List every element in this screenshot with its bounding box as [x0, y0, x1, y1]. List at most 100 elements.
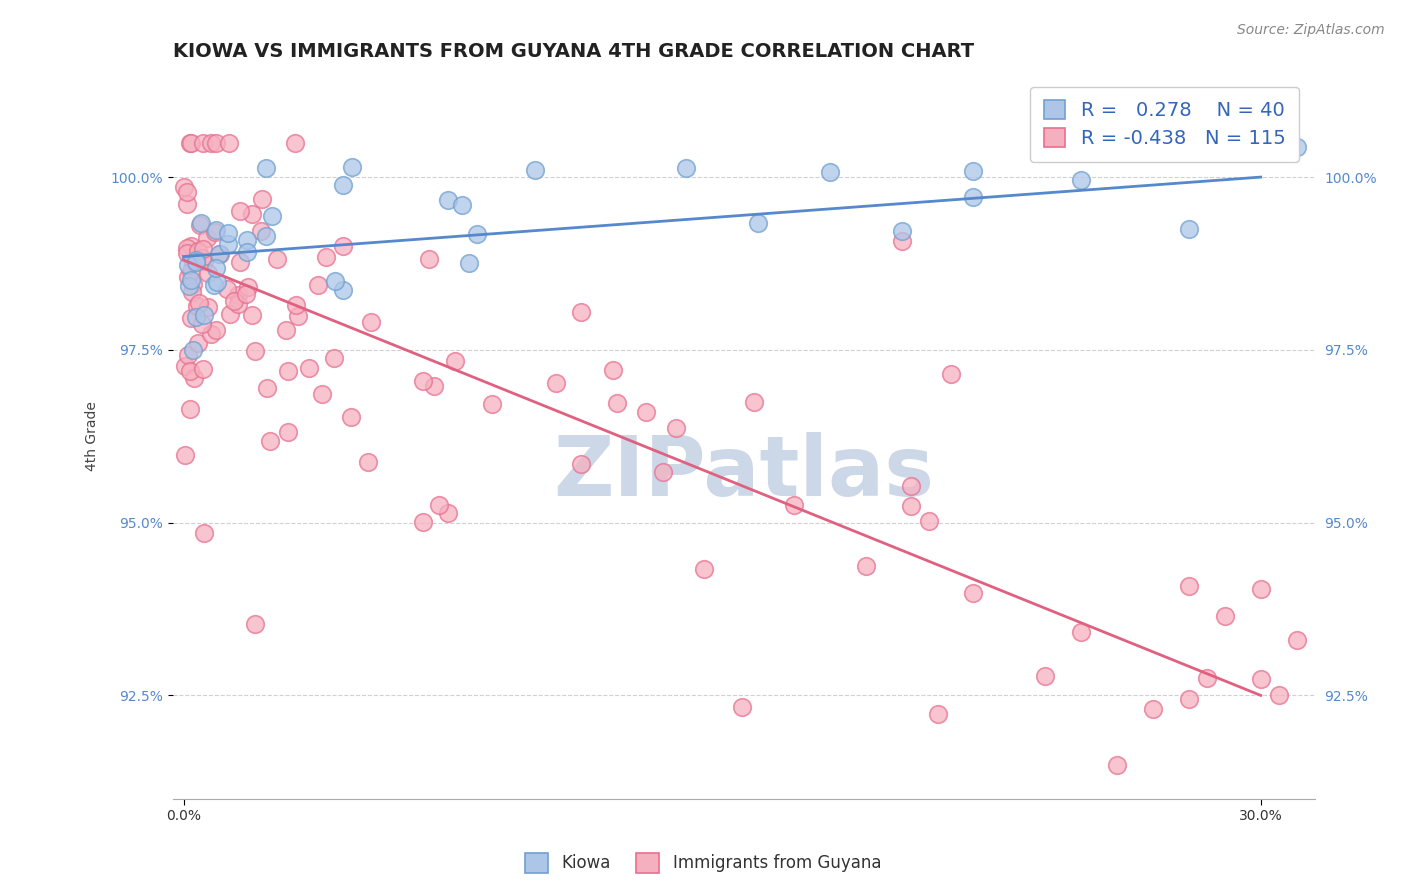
Point	[307, 277, 329, 292]
Point	[193, 308, 215, 322]
Point	[179, 364, 201, 378]
Point	[183, 371, 205, 385]
Point	[180, 311, 202, 326]
Point	[191, 243, 214, 257]
Point	[174, 448, 197, 462]
Point	[187, 335, 209, 350]
Point	[179, 401, 201, 416]
Point	[254, 161, 277, 175]
Point	[436, 506, 458, 520]
Point	[1285, 632, 1308, 647]
Point	[204, 260, 226, 275]
Point	[254, 229, 277, 244]
Point	[274, 322, 297, 336]
Text: KIOWA VS IMMIGRANTS FROM GUYANA 4TH GRADE CORRELATION CHART: KIOWA VS IMMIGRANTS FROM GUYANA 4TH GRAD…	[173, 42, 974, 61]
Point	[238, 279, 260, 293]
Point	[323, 274, 346, 288]
Point	[176, 246, 198, 260]
Point	[200, 327, 222, 342]
Point	[187, 244, 209, 259]
Point	[602, 363, 624, 377]
Point	[243, 616, 266, 631]
Point	[193, 253, 215, 268]
Point	[229, 255, 252, 269]
Point	[236, 233, 259, 247]
Point	[174, 359, 197, 374]
Point	[900, 479, 922, 493]
Point	[186, 310, 208, 324]
Point	[226, 288, 249, 302]
Legend: Kiowa, Immigrants from Guyana: Kiowa, Immigrants from Guyana	[519, 847, 887, 880]
Point	[193, 526, 215, 541]
Point	[606, 396, 628, 410]
Point	[1178, 222, 1201, 236]
Point	[1195, 671, 1218, 685]
Point	[332, 283, 354, 297]
Point	[180, 264, 202, 278]
Point	[226, 297, 249, 311]
Point	[890, 234, 912, 248]
Point	[204, 136, 226, 150]
Point	[571, 458, 593, 472]
Point	[900, 499, 922, 513]
Point	[240, 207, 263, 221]
Point	[298, 360, 321, 375]
Point	[191, 136, 214, 150]
Point	[193, 362, 215, 376]
Point	[1070, 624, 1092, 639]
Point	[340, 409, 363, 424]
Point	[256, 381, 278, 395]
Point	[1250, 582, 1272, 596]
Point	[634, 404, 657, 418]
Point	[215, 282, 238, 296]
Point	[187, 296, 209, 310]
Point	[783, 498, 806, 512]
Point	[1267, 689, 1289, 703]
Point	[731, 699, 754, 714]
Point	[465, 227, 488, 241]
Point	[176, 197, 198, 211]
Point	[204, 323, 226, 337]
Point	[218, 136, 240, 150]
Point	[197, 300, 219, 314]
Point	[259, 434, 281, 449]
Point	[1178, 692, 1201, 706]
Point	[311, 387, 333, 401]
Text: ZIPatlas: ZIPatlas	[553, 432, 934, 513]
Point	[1070, 173, 1092, 187]
Point	[250, 192, 273, 206]
Point	[1250, 673, 1272, 687]
Point	[204, 223, 226, 237]
Point	[186, 299, 208, 313]
Point	[747, 216, 769, 230]
Point	[176, 241, 198, 255]
Point	[818, 165, 841, 179]
Point	[315, 250, 337, 264]
Point	[1178, 578, 1201, 592]
Point	[217, 227, 239, 241]
Point	[177, 279, 200, 293]
Point	[342, 160, 364, 174]
Point	[228, 204, 250, 219]
Point	[357, 455, 380, 469]
Point	[177, 348, 200, 362]
Point	[457, 256, 479, 270]
Point	[277, 425, 299, 439]
Point	[197, 266, 219, 280]
Point	[207, 275, 229, 289]
Point	[204, 225, 226, 239]
Point	[418, 252, 440, 266]
Point	[1107, 757, 1129, 772]
Point	[652, 465, 675, 479]
Point	[202, 277, 225, 292]
Point	[412, 375, 434, 389]
Point	[939, 367, 962, 381]
Point	[183, 255, 205, 269]
Point	[1213, 608, 1236, 623]
Point	[360, 315, 382, 329]
Point	[962, 586, 984, 600]
Point	[1250, 121, 1272, 136]
Point	[240, 309, 263, 323]
Point	[1285, 140, 1308, 154]
Point	[208, 247, 231, 261]
